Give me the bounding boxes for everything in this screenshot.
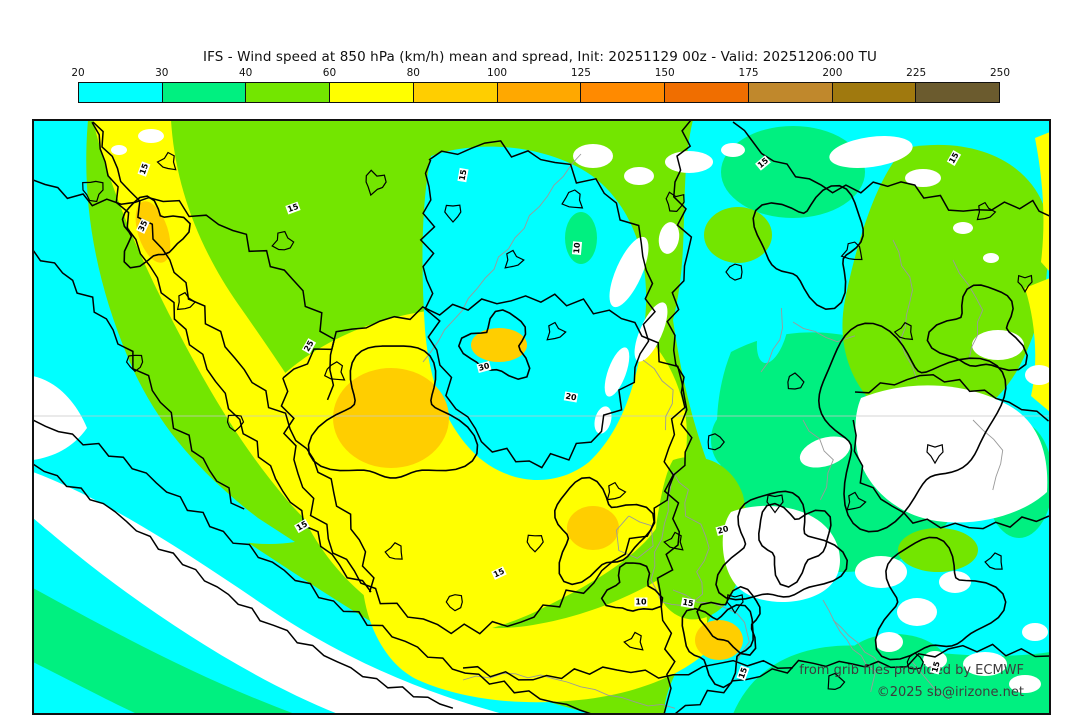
colorbar-tick-label: 175 (738, 67, 759, 79)
colorbar-segment (497, 83, 582, 102)
colorbar-tick-label: 30 (155, 67, 169, 79)
colorbar-segment (581, 83, 666, 102)
colorbar-segment (832, 83, 917, 102)
colorbar-tick-label: 250 (989, 67, 1011, 79)
contour-label: 10 (571, 241, 583, 255)
attribution: from grib files provided by ECMWF ©2025 … (799, 660, 1024, 704)
colorbar-segment (330, 83, 414, 102)
colorbar-segment (79, 83, 163, 102)
colorbar-segment (162, 83, 247, 102)
attribution-source: from grib files provided by ECMWF (799, 663, 1024, 678)
colorbar-segment (916, 83, 1000, 102)
colorbar-tick-labels: 20 30 40 60 80 100 125 150 175 200 225 250 (71, 67, 1010, 80)
colorbar-tick-label: 150 (654, 67, 675, 79)
colorbar-tick-label: 125 (570, 67, 591, 79)
colorbar-tick-label: 200 (822, 67, 843, 79)
attribution-copyright: ©2025 sb@irizone.net (876, 685, 1024, 700)
contour-label: 10 (634, 597, 648, 607)
colorbar-tick-label: 20 (71, 67, 85, 79)
colorbar-tick-label: 40 (238, 67, 253, 79)
colorbar-segment (665, 83, 749, 102)
colorbar-tick-label: 100 (487, 67, 508, 79)
map-canvas: from grib files provided by ECMWF ©2025 … (32, 119, 1051, 715)
wind-speed-field (33, 120, 1050, 714)
colorbar-tick-label: 60 (322, 67, 337, 79)
colorbar (78, 82, 1000, 103)
colorbar-segment (413, 83, 498, 102)
colorbar-segment (748, 83, 833, 102)
colorbar-segment (246, 83, 331, 102)
chart-title: IFS - Wind speed at 850 hPa (km/h) mean … (203, 49, 877, 65)
colorbar-tick-label: 80 (406, 67, 420, 79)
colorbar-tick-label: 225 (906, 67, 927, 79)
